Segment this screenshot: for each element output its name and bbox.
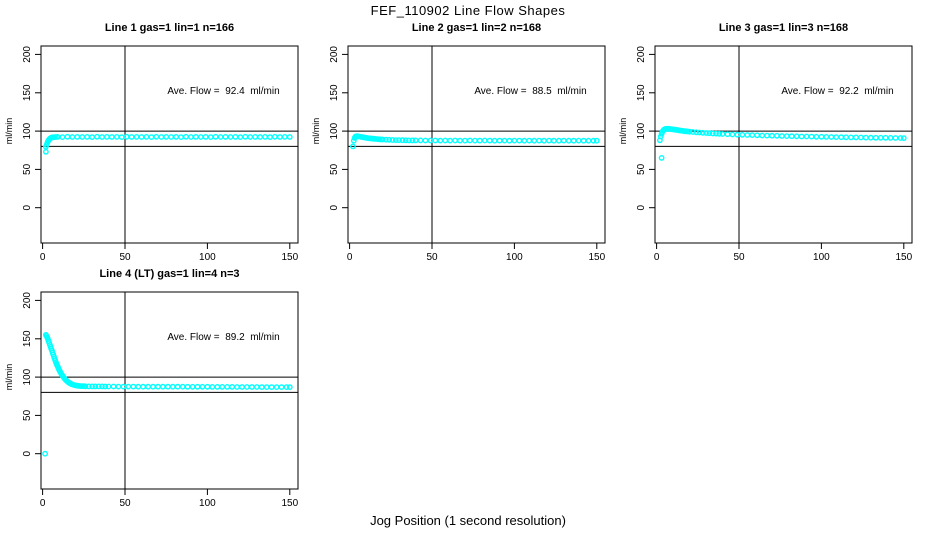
x-tick-label: 0: [347, 252, 353, 263]
x-tick-label: 100: [199, 498, 216, 509]
y-tick-label: 200: [329, 46, 340, 63]
y-tick-label: 200: [636, 46, 647, 63]
chart-canvas: 0 50 100 150 0 50 100 150 200: [329, 45, 606, 263]
subplot-title: Line 4 (LT) gas=1 lin=4 n=3: [99, 268, 240, 280]
y-tick-label: 200: [22, 292, 33, 309]
x-tick-label: 100: [199, 252, 216, 263]
chart-canvas: 0 50 100 150 0 50 100 150 200: [22, 45, 299, 263]
subplot-line-3: Line 3 gas=1 lin=3 n=168 Ave. Flow = 92.…: [614, 16, 926, 268]
y-tick-label: 100: [22, 122, 33, 139]
subplot-line-1: Line 1 gas=1 lin=1 n=166 Ave. Flow = 92.…: [0, 16, 312, 268]
x-tick-label: 100: [813, 252, 830, 263]
y-tick-label: 50: [22, 409, 33, 421]
plot-border: [40, 45, 299, 244]
y-tick-label: 0: [22, 450, 33, 456]
x-tick-label: 0: [40, 252, 46, 263]
subplot-line-2: Line 2 gas=1 lin=2 n=168 Ave. Flow = 88.…: [307, 16, 619, 268]
x-tick-label: 0: [654, 252, 660, 263]
chart-canvas: 0 50 100 150 0 50 100 150 200: [22, 291, 299, 509]
x-axis-label: Jog Position (1 second resolution): [370, 513, 566, 528]
plot-border: [347, 45, 606, 244]
ave-flow-annotation: Ave. Flow = 92.4 ml/min: [167, 86, 280, 97]
x-tick-label: 100: [506, 252, 523, 263]
x-tick-label: 50: [426, 252, 438, 263]
x-tick-label: 150: [281, 252, 298, 263]
chart-canvas: 0 50 100 150 0 50 100 150 200: [636, 45, 913, 263]
y-tick-label: 100: [636, 122, 647, 139]
x-tick-label: 50: [119, 498, 131, 509]
y-tick-label: 0: [329, 204, 340, 210]
y-tick-label: 50: [22, 163, 33, 175]
y-tick-label: 0: [22, 204, 33, 210]
data-points: [350, 133, 600, 150]
y-tick-label: 0: [636, 204, 647, 210]
x-tick-label: 150: [281, 498, 298, 509]
ave-flow-annotation: Ave. Flow = 92.2 ml/min: [781, 86, 894, 97]
y-tick-label: 150: [329, 84, 340, 101]
x-tick-label: 50: [119, 252, 131, 263]
ave-flow-annotation: Ave. Flow = 89.2 ml/min: [167, 332, 280, 343]
plot-border: [654, 45, 913, 244]
subplot-title: Line 1 gas=1 lin=1 n=166: [104, 22, 235, 34]
y-tick-label: 50: [636, 163, 647, 175]
y-tick-label: 200: [22, 46, 33, 63]
subplot-line-4: Line 4 (LT) gas=1 lin=4 n=3 Ave. Flow = …: [0, 262, 312, 514]
x-tick-label: 0: [40, 498, 46, 509]
y-tick-label: 150: [636, 84, 647, 101]
data-points: [657, 125, 907, 161]
x-tick-label: 150: [895, 252, 912, 263]
plot-border: [40, 291, 299, 490]
data-points: [43, 133, 293, 155]
subplot-title: Line 2 gas=1 lin=2 n=168: [411, 22, 542, 34]
y-tick-label: 150: [22, 84, 33, 101]
y-tick-label: 100: [22, 368, 33, 385]
x-tick-label: 150: [588, 252, 605, 263]
data-points: [42, 332, 293, 457]
y-tick-label: 50: [329, 163, 340, 175]
ave-flow-annotation: Ave. Flow = 88.5 ml/min: [474, 86, 587, 97]
x-tick-label: 50: [733, 252, 745, 263]
page-title: FEF_110902 Line Flow Shapes: [370, 3, 566, 18]
y-tick-label: 150: [22, 330, 33, 347]
y-tick-label: 100: [329, 122, 340, 139]
subplot-title: Line 3 gas=1 lin=3 n=168: [718, 22, 849, 34]
